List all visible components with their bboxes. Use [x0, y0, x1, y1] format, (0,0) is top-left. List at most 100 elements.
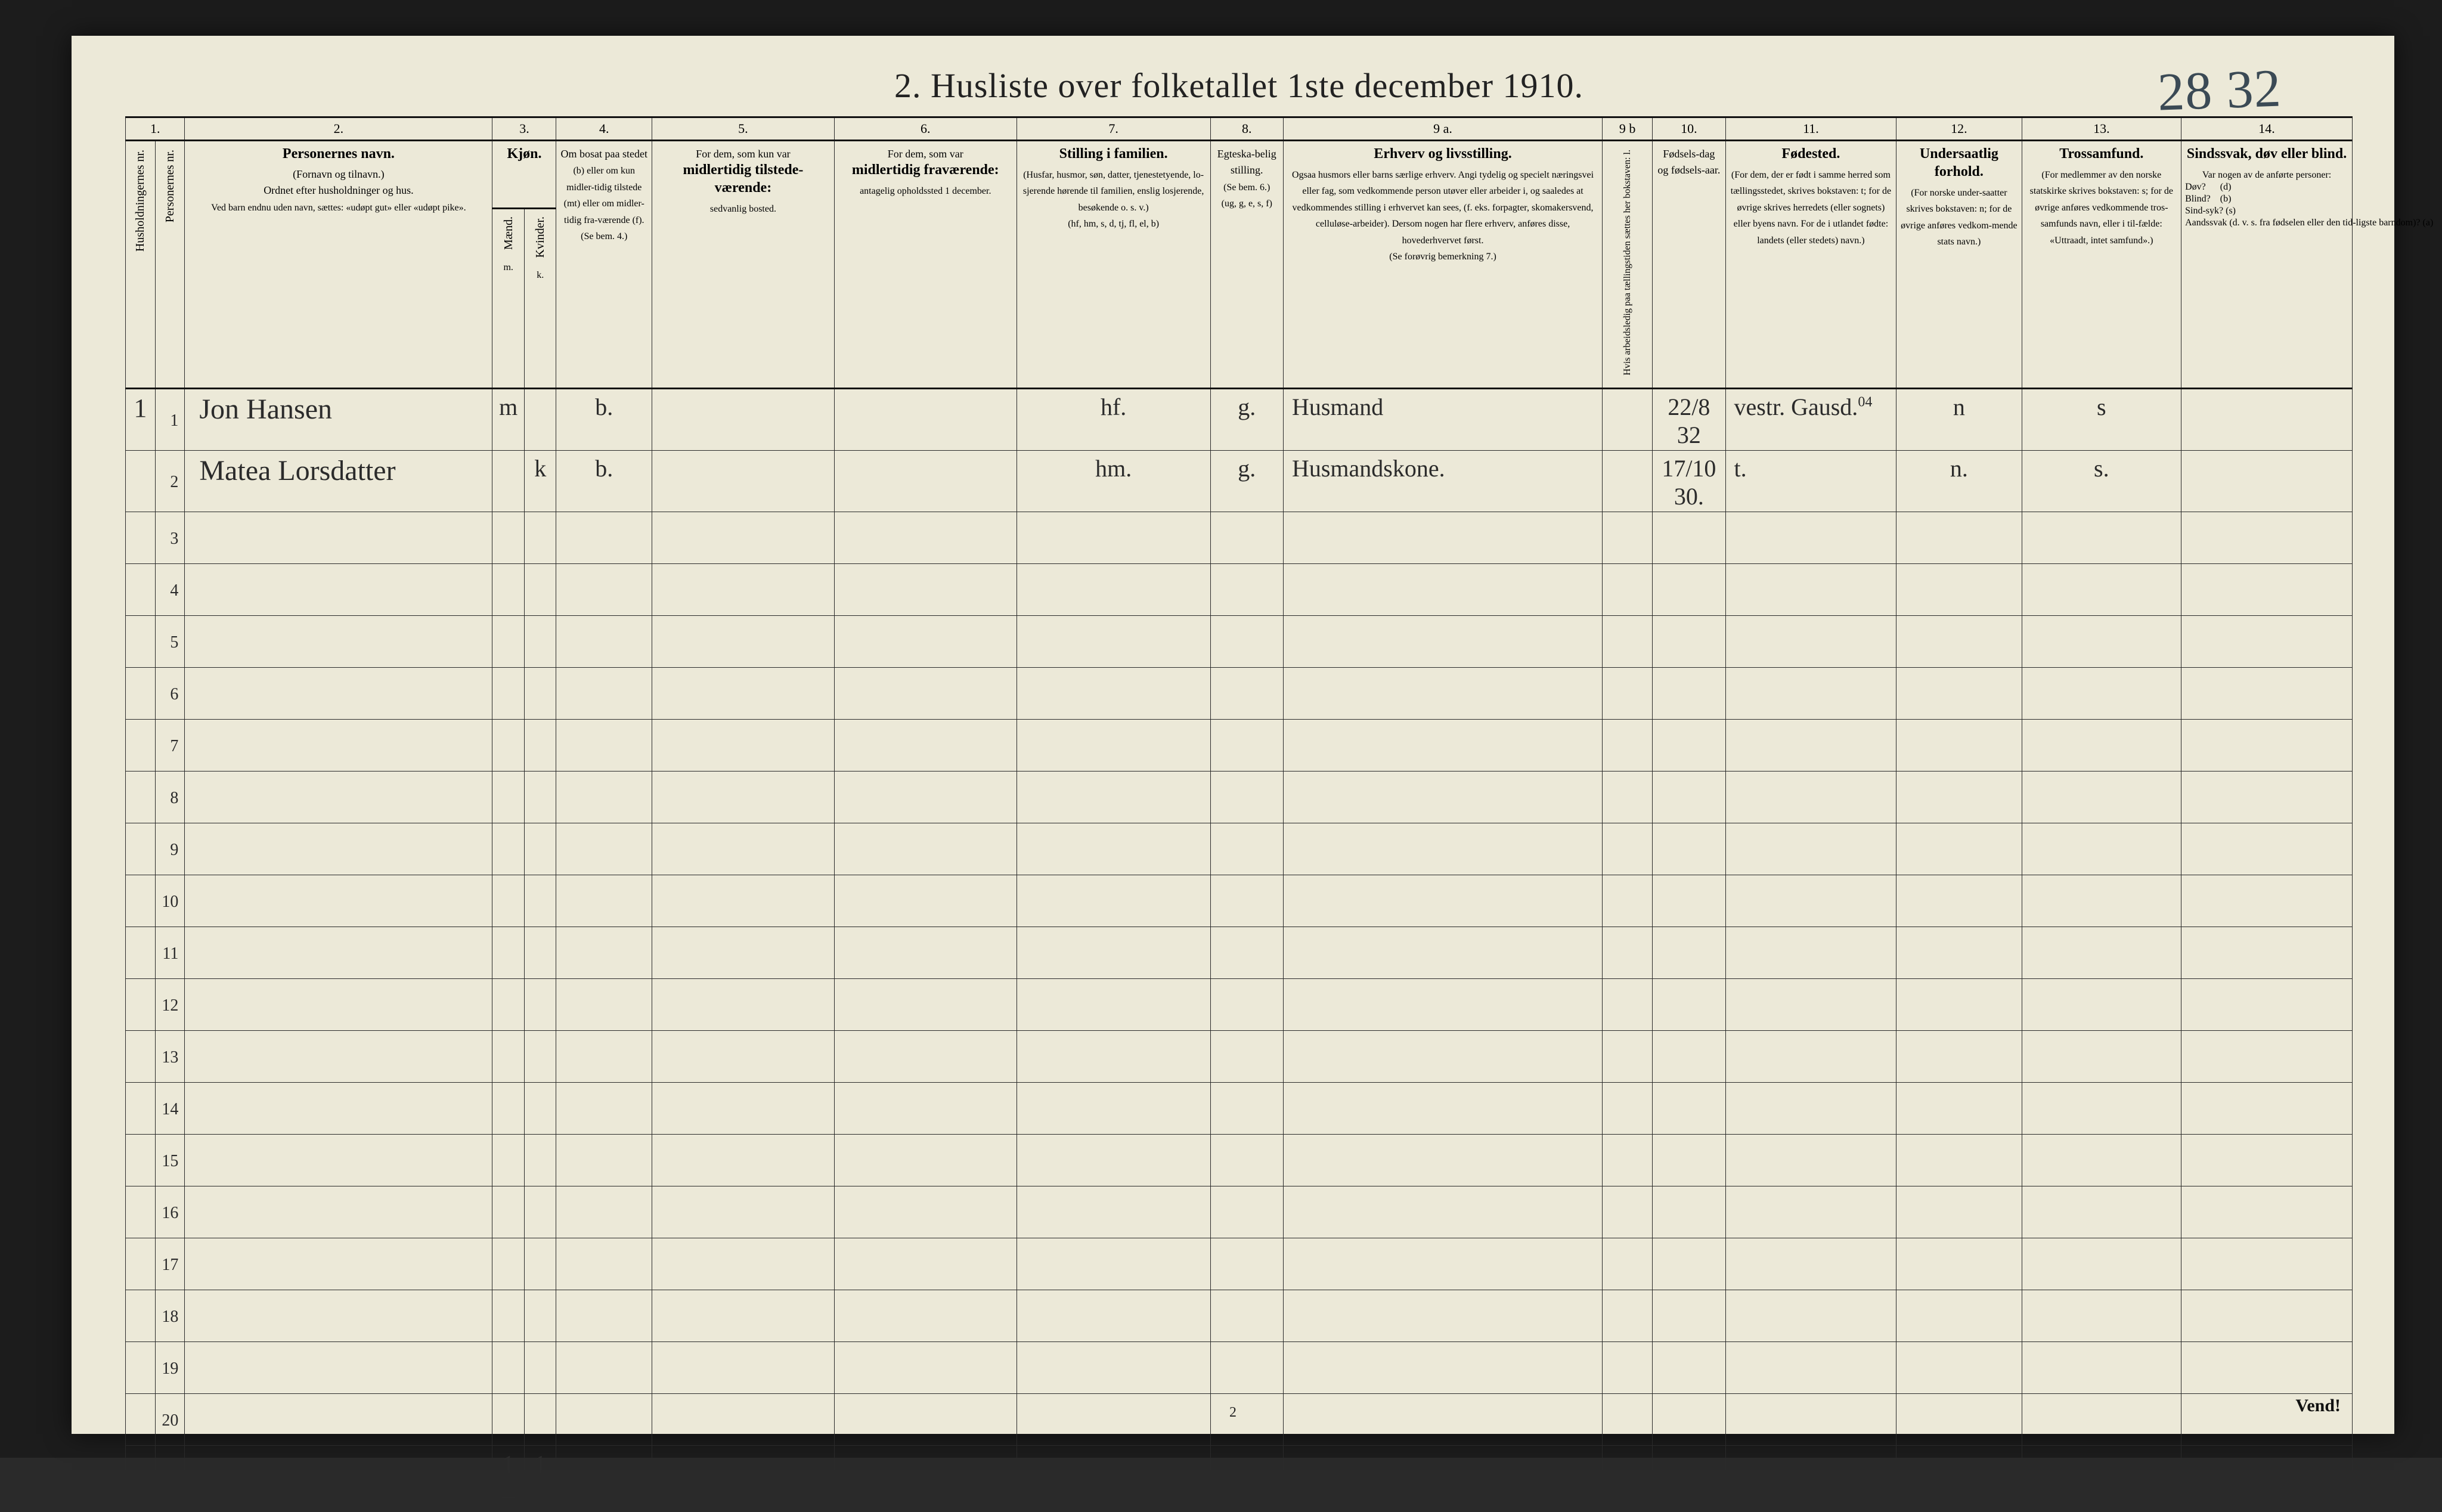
cell-household: [126, 1393, 156, 1445]
cell-blank: [834, 1393, 1017, 1445]
cell-blank: [1017, 1082, 1210, 1134]
cell-person-nr: 9: [155, 823, 185, 875]
colnum-1: 1.: [126, 117, 185, 141]
cell-unemployed: [1603, 450, 1653, 512]
cell-blank: [1896, 1341, 2022, 1393]
cell-blank: [1283, 667, 1602, 719]
colnum-3: 3.: [492, 117, 556, 141]
cell-blank: [652, 1445, 835, 1511]
cell-blank: [1896, 1290, 2022, 1341]
document-page: 2. Husliste over folketallet 1ste decemb…: [72, 36, 2394, 1434]
cell-blank: [2181, 512, 2353, 563]
cell-blank: [2181, 1186, 2353, 1238]
cell-temp-absent: [834, 450, 1017, 512]
cell-household: [126, 978, 156, 1030]
hdr-citizenship-body: (For norske under-saatter skrives boksta…: [1901, 188, 2017, 247]
cell-blank: [652, 512, 835, 563]
cell-blank: [524, 512, 556, 563]
cell-blank: [834, 1445, 1017, 1511]
cell-blank: [1210, 1445, 1283, 1511]
hdr-religion-title: Trossamfund.: [2026, 145, 2178, 163]
cell-blank: [2181, 978, 2353, 1030]
cell-blank: [556, 563, 652, 615]
cell-blank: [492, 1393, 525, 1445]
hdr-name: Personernes navn. (Fornavn og tilnavn.) …: [185, 140, 492, 388]
cell-blank: [524, 1393, 556, 1445]
cell-blank: [1603, 667, 1653, 719]
hdr-citizenship: Undersaatlig forhold. (For norske under-…: [1896, 140, 2022, 388]
cell-blank: [1725, 1186, 1896, 1238]
cell-blank: [1017, 927, 1210, 978]
cell-blank: [524, 875, 556, 927]
hdr-household-nr: Husholdningernes nr.: [126, 140, 156, 388]
colnum-5: 5.: [652, 117, 835, 141]
cell-blank: [492, 927, 525, 978]
cell-blank: [1283, 1393, 1602, 1445]
cell-unemployed: [1603, 388, 1653, 450]
cell-person-nr: 1: [155, 388, 185, 450]
cell-blank: [1603, 1134, 1653, 1186]
cell-blank: [1725, 1445, 1896, 1511]
cell-blank: [834, 512, 1017, 563]
title-text: Husliste over folketallet 1ste december …: [931, 66, 1583, 105]
cell-birthplace: vestr. Gausd.04: [1725, 388, 1896, 450]
cell-blank: [2022, 1445, 2181, 1511]
cell-blank: [652, 719, 835, 771]
cell-blank: [1017, 1341, 1210, 1393]
cell-blank: [1603, 978, 1653, 1030]
cell-blank: [185, 1393, 492, 1445]
cell-blank: [185, 719, 492, 771]
cell-blank: [524, 1082, 556, 1134]
cell-blank: [652, 875, 835, 927]
cell-blank: [1017, 615, 1210, 667]
column-number-row: 1. 2. 3. 4. 5. 6. 7. 8. 9 a. 9 b 10. 11.…: [126, 117, 2353, 141]
table-row: 12: [126, 978, 2353, 1030]
hdr-family-position: Stilling i familien. (Husfar, husmor, sø…: [1017, 140, 1210, 388]
table-row: 13: [126, 1030, 2353, 1082]
cell-blank: [1210, 875, 1283, 927]
cell-blank: [2181, 875, 2353, 927]
cell-blank: [2181, 667, 2353, 719]
hdr-temp-present-title: For dem, som kun var: [696, 148, 790, 160]
table-row: 20: [126, 1393, 2353, 1445]
colnum-4: 4.: [556, 117, 652, 141]
cell-blank: [492, 1186, 525, 1238]
cell-person-nr: 8: [155, 771, 185, 823]
hdr-birthdate: Fødsels-dag og fødsels-aar.: [1653, 140, 1725, 388]
hdr-religion: Trossamfund. (For medlemmer av den norsk…: [2022, 140, 2181, 388]
cell-blank: [1017, 1238, 1210, 1290]
cell-blank: [492, 1238, 525, 1290]
cell-blank: [524, 978, 556, 1030]
cell-blank: [2022, 615, 2181, 667]
cell-blank: [834, 1238, 1017, 1290]
cell-blank: [2022, 1134, 2181, 1186]
cell-blank: [834, 1290, 1017, 1341]
cell-blank: [556, 1082, 652, 1134]
cell-total-m: 1 –: [492, 1445, 525, 1511]
cell-blank: [1017, 1445, 1210, 1511]
cell-family-position: hf.: [1017, 388, 1210, 450]
cell-household: [126, 450, 156, 512]
cell-blank: [1653, 1393, 1725, 1445]
cell-blank: [1603, 1393, 1653, 1445]
cell-blank: [652, 563, 835, 615]
hdr-disability: Sindssvak, døv eller blind. Var nogen av…: [2181, 140, 2353, 388]
cell-blank: [652, 978, 835, 1030]
cell-blank: [1017, 823, 1210, 875]
cell-household: [126, 771, 156, 823]
cell-total-k: 1: [524, 1445, 556, 1511]
cell-person-nr: 12: [155, 978, 185, 1030]
cell-blank: [652, 1238, 835, 1290]
cell-blank: [1896, 875, 2022, 927]
cell-blank: [126, 1445, 156, 1511]
hdr-name-sub1: (Fornavn og tilnavn.): [293, 168, 384, 180]
hdr-marital-foot: (ug, g, e, s, f): [1222, 199, 1272, 209]
hdr-name-sub3: Ved barn endnu uden navn, sættes: «udøpt…: [211, 203, 466, 213]
cell-religion: s: [2022, 388, 2181, 450]
cell-blank: [556, 512, 652, 563]
cell-household: [126, 1030, 156, 1082]
cell-blank: [1653, 1134, 1725, 1186]
cell-blank: [834, 667, 1017, 719]
cell-blank: [1210, 667, 1283, 719]
cell-blank: [2181, 771, 2353, 823]
